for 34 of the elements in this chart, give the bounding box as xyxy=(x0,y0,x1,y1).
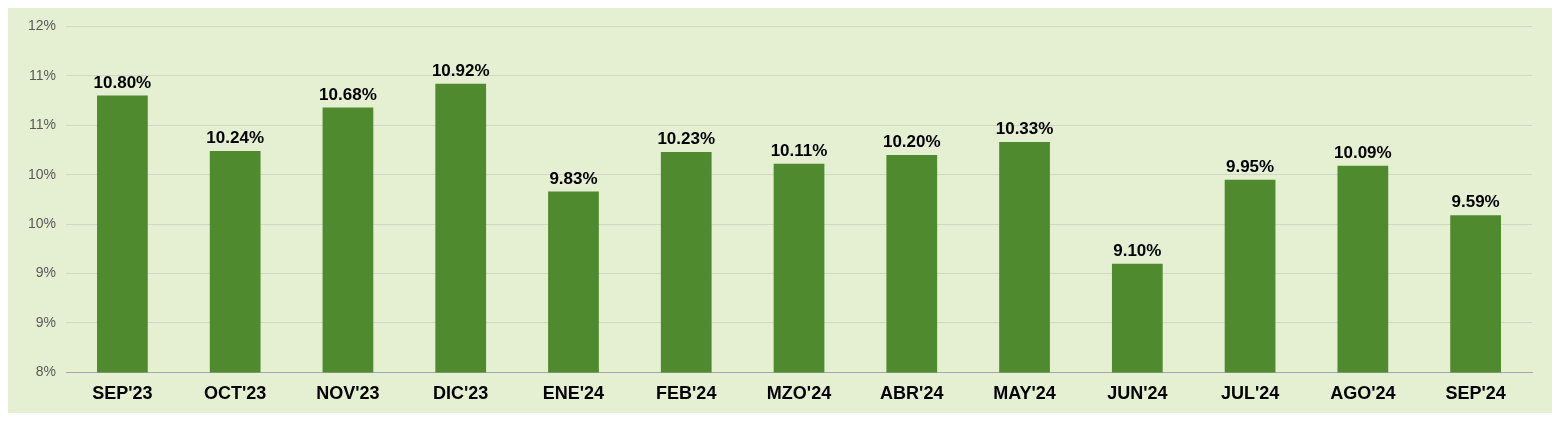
data-label: 9.95% xyxy=(1225,156,1275,176)
data-label: 10.23% xyxy=(657,129,716,149)
data-label: 10.20% xyxy=(882,132,941,152)
x-tick-label: AGO'24 xyxy=(1330,383,1396,404)
x-tick-label: JUN'24 xyxy=(1107,383,1168,404)
data-label: 10.33% xyxy=(995,119,1054,139)
y-tick-label: 10% xyxy=(27,214,57,231)
data-label: 9.59% xyxy=(1451,192,1500,212)
data-label: 10.24% xyxy=(206,128,265,148)
data-label: 9.83% xyxy=(549,168,598,188)
data-label: 10.09% xyxy=(1334,142,1392,162)
y-tick-label: 10% xyxy=(27,165,57,182)
data-label: 10.80% xyxy=(93,72,152,92)
y-tick-label: 12% xyxy=(27,17,57,34)
y-tick-label: 9% xyxy=(35,264,57,281)
x-tick-label: ABR'24 xyxy=(880,383,944,404)
data-label: 9.10% xyxy=(1113,240,1162,260)
x-tick-label: ENE'24 xyxy=(542,383,605,404)
x-tick-label: MAY'24 xyxy=(993,383,1056,404)
x-tick-label: FEB'24 xyxy=(656,383,717,404)
y-tick-label: 8% xyxy=(35,363,57,380)
y-tick-label: 9% xyxy=(35,313,57,330)
y-tick-label: 11% xyxy=(29,116,57,133)
x-tick-label: JUL'24 xyxy=(1220,383,1280,404)
x-tick-label: SEP'24 xyxy=(1445,383,1506,404)
y-tick-label: 11% xyxy=(29,66,57,83)
x-tick-label: MZO'24 xyxy=(766,383,832,404)
x-tick-label: OCT'23 xyxy=(204,383,267,404)
x-tick-label: SEP'23 xyxy=(92,383,153,404)
data-label: 10.11% xyxy=(770,141,828,160)
data-label: 10.92% xyxy=(431,60,490,80)
x-tick-label: NOV'23 xyxy=(316,383,380,404)
x-tick-label: DIC'23 xyxy=(433,383,489,404)
data-label: 10.68% xyxy=(319,84,377,104)
